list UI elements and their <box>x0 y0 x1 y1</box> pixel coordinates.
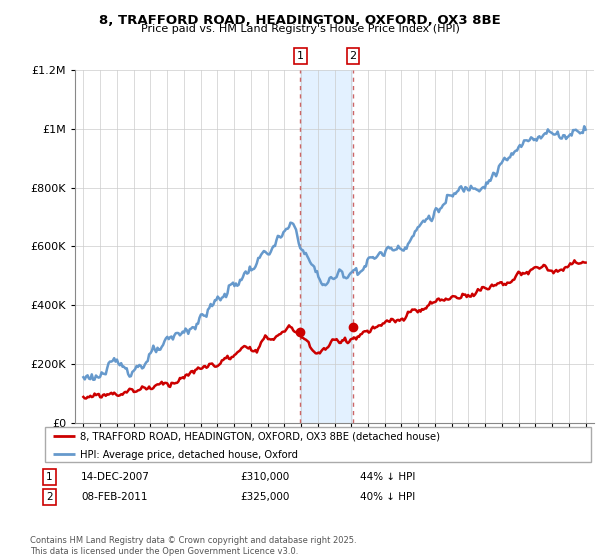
Text: 1: 1 <box>46 472 53 482</box>
Text: £310,000: £310,000 <box>240 472 289 482</box>
Text: £325,000: £325,000 <box>240 492 289 502</box>
Text: 2: 2 <box>46 492 53 502</box>
Text: 8, TRAFFORD ROAD, HEADINGTON, OXFORD, OX3 8BE (detached house): 8, TRAFFORD ROAD, HEADINGTON, OXFORD, OX… <box>80 432 440 442</box>
FancyBboxPatch shape <box>45 427 591 462</box>
Text: 1: 1 <box>297 51 304 61</box>
Bar <box>301 70 353 423</box>
Text: HPI: Average price, detached house, Oxford: HPI: Average price, detached house, Oxfo… <box>80 450 298 460</box>
Text: Contains HM Land Registry data © Crown copyright and database right 2025.
This d: Contains HM Land Registry data © Crown c… <box>30 536 356 556</box>
Text: 2: 2 <box>349 51 356 61</box>
Text: 8, TRAFFORD ROAD, HEADINGTON, OXFORD, OX3 8BE: 8, TRAFFORD ROAD, HEADINGTON, OXFORD, OX… <box>99 14 501 27</box>
Text: 14-DEC-2007: 14-DEC-2007 <box>81 472 150 482</box>
Text: Price paid vs. HM Land Registry's House Price Index (HPI): Price paid vs. HM Land Registry's House … <box>140 24 460 34</box>
Text: 44% ↓ HPI: 44% ↓ HPI <box>360 472 415 482</box>
Text: 40% ↓ HPI: 40% ↓ HPI <box>360 492 415 502</box>
Text: 08-FEB-2011: 08-FEB-2011 <box>81 492 148 502</box>
